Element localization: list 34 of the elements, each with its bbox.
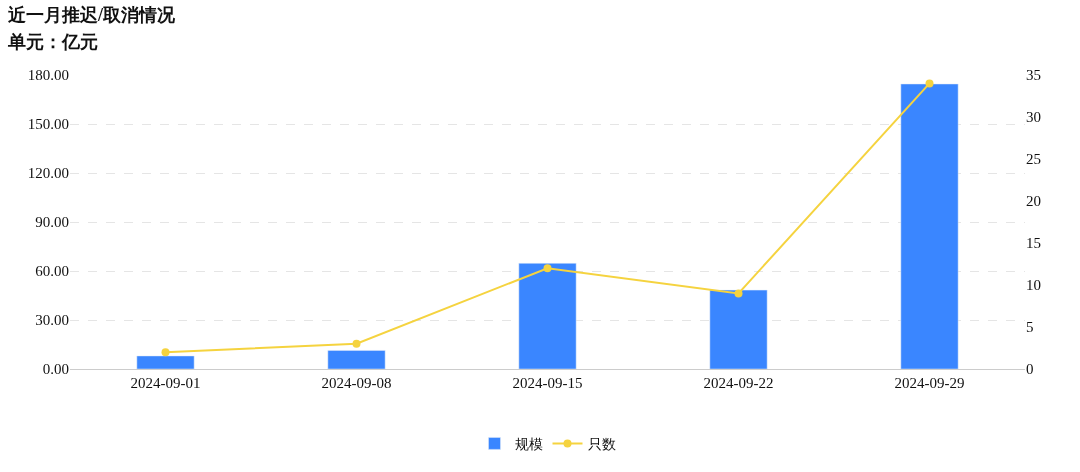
- y-tick-label: 60.00: [35, 263, 69, 280]
- point: [734, 289, 743, 298]
- point: [925, 79, 934, 88]
- y2-tick-label: 15: [1026, 235, 1041, 252]
- y2-tick-label: 25: [1026, 151, 1041, 168]
- y-tick-label: 180.00: [27, 67, 69, 84]
- legend-label: 只数: [587, 436, 616, 452]
- y-tick-label: 150.00: [27, 116, 69, 133]
- bar: [709, 289, 768, 369]
- x-tick-label: 2024-09-01: [130, 375, 201, 391]
- chart-subtitle: 单元：亿元: [7, 32, 98, 52]
- bar: [900, 83, 959, 369]
- legend-label: 规模: [514, 436, 543, 452]
- x-tick-label: 2024-09-22: [703, 375, 774, 391]
- x-tick-label: 2024-09-15: [512, 375, 583, 391]
- y-tick-label: 90.00: [35, 214, 69, 231]
- point: [352, 339, 361, 348]
- bar: [518, 263, 577, 369]
- bar: [327, 350, 386, 369]
- point: [161, 348, 170, 357]
- point: [543, 264, 552, 273]
- chart-title: 近一月推迟/取消情况: [7, 5, 176, 25]
- y2-tick-label: 10: [1026, 277, 1041, 294]
- x-tick-label: 2024-09-08: [321, 375, 392, 391]
- y-tick-label: 0.00: [42, 361, 69, 378]
- y2-tick-label: 20: [1026, 193, 1041, 210]
- x-tick-label: 2024-09-29: [894, 375, 965, 391]
- y2-tick-label: 0: [1026, 361, 1034, 378]
- y-tick-label: 120.00: [27, 165, 69, 182]
- bar: [136, 355, 195, 369]
- y2-tick-label: 5: [1026, 319, 1034, 336]
- y2-tick-label: 30: [1026, 109, 1041, 126]
- y2-tick-label: 35: [1026, 67, 1041, 84]
- y-tick-label: 30.00: [35, 312, 69, 329]
